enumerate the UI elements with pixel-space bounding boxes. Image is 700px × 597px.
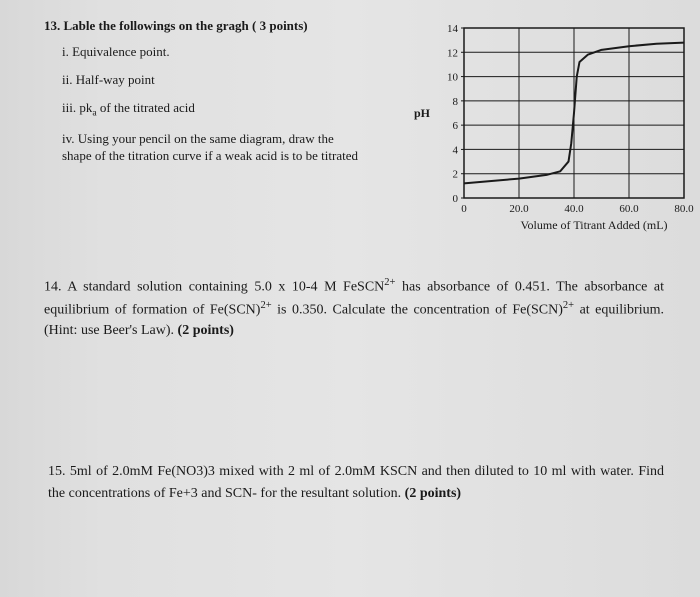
q13-item-ii: ii. Half-way point [62, 72, 362, 89]
svg-text:80.0: 80.0 [674, 203, 694, 215]
svg-text:40.0: 40.0 [564, 203, 584, 215]
svg-text:60.0: 60.0 [619, 203, 639, 215]
question-14: 14. A standard solution containing 5.0 x… [44, 275, 670, 341]
q14-text-a: 14. A standard solution containing 5.0 x… [44, 279, 384, 294]
question-15: 15. 5ml of 2.0mM Fe(NO3)3 mixed with 2 m… [44, 461, 670, 504]
chart-svg: 0 20.0 40.0 60.0 80.0 0 2 4 6 8 10 12 14 [414, 18, 700, 238]
chart-xlabel: Volume of Titrant Added (mL) [494, 218, 694, 233]
q15-text: 15. 5ml of 2.0mM Fe(NO3)3 mixed with 2 m… [48, 464, 664, 501]
question-13: 13. Lable the followings on the gragh ( … [44, 18, 670, 165]
q14-text-c: is 0.350. Calculate the concentration of… [272, 302, 563, 317]
q14-sup2: 2+ [260, 300, 271, 311]
q13-item-i: i. Equivalence point. [62, 44, 362, 61]
titration-chart: pH 0 20.0 40.0 60.0 80.0 0 2 4 6 8 10 12 14 Volume o… [414, 18, 700, 238]
svg-text:0: 0 [453, 193, 459, 205]
svg-text:20.0: 20.0 [509, 203, 529, 215]
svg-text:10: 10 [447, 72, 459, 84]
q14-sup1: 2+ [384, 277, 395, 288]
q13-item-iii: iii. pka of the titrated acid [62, 100, 362, 120]
q15-points: (2 points) [405, 486, 461, 501]
svg-text:2: 2 [453, 169, 459, 181]
exam-page: 13. Lable the followings on the gragh ( … [0, 0, 700, 597]
svg-text:0: 0 [461, 203, 467, 215]
svg-text:12: 12 [447, 47, 458, 59]
svg-text:6: 6 [453, 120, 459, 132]
svg-text:14: 14 [447, 23, 459, 35]
q13-item-iv: iv. Using your pencil on the same diagra… [62, 131, 362, 165]
q14-points: (2 points) [178, 323, 234, 338]
svg-text:8: 8 [453, 96, 459, 108]
q14-sup3: 2+ [563, 300, 574, 311]
svg-text:4: 4 [453, 144, 459, 156]
chart-ylabel: pH [414, 106, 430, 121]
